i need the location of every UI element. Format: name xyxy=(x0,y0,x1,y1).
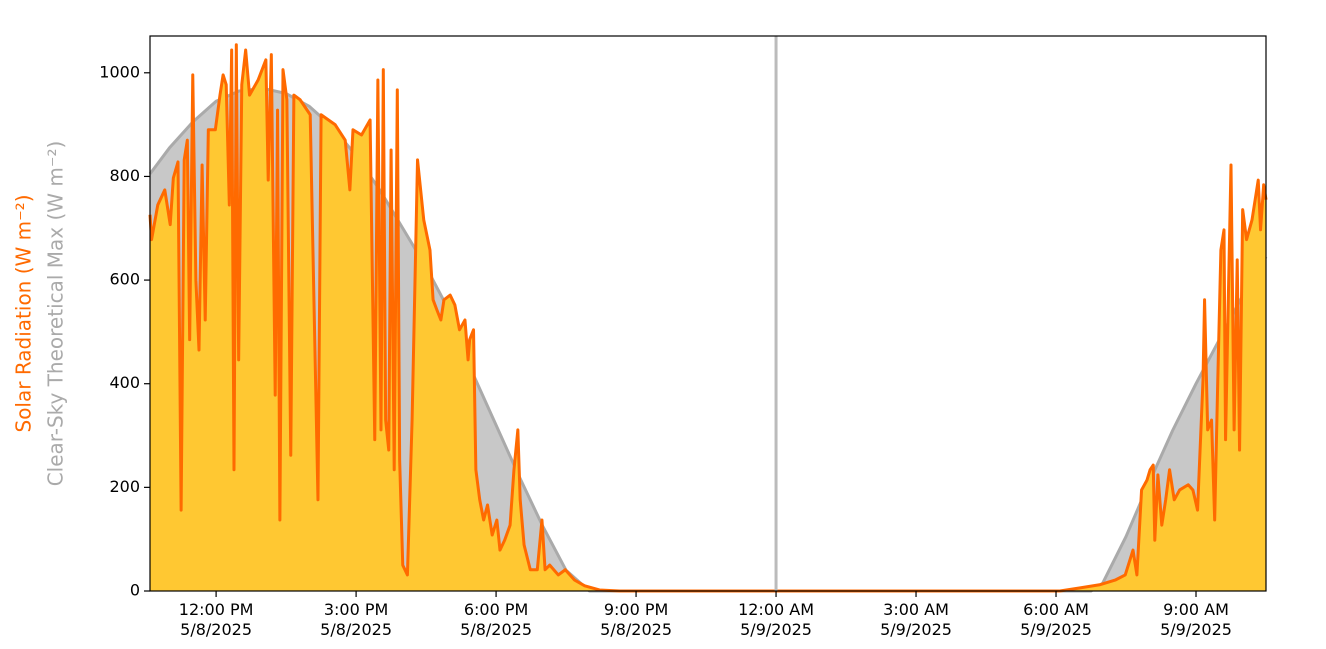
y-tick-label: 800 xyxy=(109,166,140,185)
x-tick-label: 3:00 PM 5/8/2025 xyxy=(320,600,393,639)
y-tick-label: 200 xyxy=(109,477,140,496)
plot-frame xyxy=(149,35,1267,592)
y-axis-label: Clear-Sky Theoretical Max (W m⁻²) xyxy=(44,141,68,487)
x-tick-label: 9:00 PM 5/8/2025 xyxy=(600,600,672,639)
x-tick-label: 6:00 PM 5/8/2025 xyxy=(460,600,532,639)
x-tick-label: 3:00 AM 5/9/2025 xyxy=(880,600,952,639)
y-tick-label: 600 xyxy=(109,270,140,289)
x-tick-label: 12:00 PM 5/8/2025 xyxy=(178,600,254,639)
y-axis-label-group: Solar Radiation (W m⁻²) xyxy=(12,194,36,432)
area xyxy=(150,44,1266,592)
x-tick-label: 9:00 AM 5/9/2025 xyxy=(1160,600,1232,639)
x-tick-label: 6:00 AM 5/9/2025 xyxy=(1020,600,1092,639)
x-tick-label: 12:00 AM 5/9/2025 xyxy=(738,600,815,639)
y-tick-label: 0 xyxy=(130,581,140,600)
line xyxy=(148,43,1268,593)
y-tick-label: 400 xyxy=(109,373,140,392)
y-axis-label-group: Clear-Sky Theoretical Max (W m⁻²) xyxy=(44,141,68,487)
y-tick-label: 1000 xyxy=(99,62,140,81)
y-axis-label: Solar Radiation (W m⁻²) xyxy=(12,194,36,432)
